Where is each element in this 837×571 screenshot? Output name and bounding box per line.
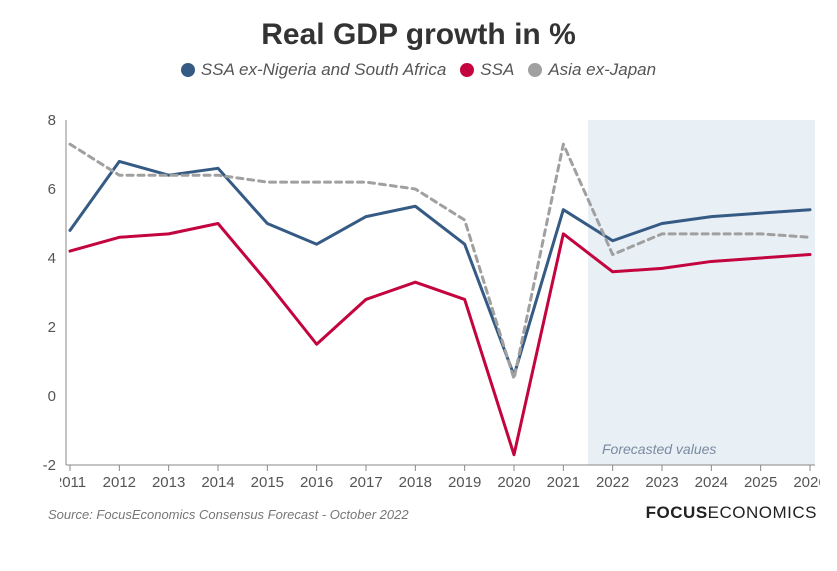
forecast-label: Forecasted values xyxy=(602,441,716,457)
x-tick-label: 2026 xyxy=(793,474,820,491)
legend-item: SSA xyxy=(460,60,514,80)
chart-container: Real GDP growth in % SSA ex-Nigeria and … xyxy=(0,0,837,571)
x-tick-label: 2022 xyxy=(596,474,629,491)
x-tick-label: 2013 xyxy=(152,474,185,491)
legend-label: SSA ex-Nigeria and South Africa xyxy=(201,60,446,80)
legend-label: SSA xyxy=(480,60,514,80)
brand-logo: FOCUSECONOMICS xyxy=(646,503,817,523)
y-tick-label: 2 xyxy=(32,319,56,336)
x-tick-label: 2019 xyxy=(448,474,481,491)
y-tick-label: -2 xyxy=(32,457,56,474)
x-tick-label: 2025 xyxy=(744,474,777,491)
x-tick-label: 2012 xyxy=(103,474,136,491)
chart-title: Real GDP growth in % xyxy=(0,0,837,52)
source-text: Source: FocusEconomics Consensus Forecas… xyxy=(48,507,409,522)
y-tick-label: 6 xyxy=(32,181,56,198)
x-tick-label: 2017 xyxy=(349,474,382,491)
y-tick-label: 4 xyxy=(32,250,56,267)
legend-dot-icon xyxy=(181,63,195,77)
brand-bold: FOCUS xyxy=(646,503,708,522)
x-tick-label: 2016 xyxy=(300,474,333,491)
legend-item: Asia ex-Japan xyxy=(528,60,656,80)
legend-dot-icon xyxy=(528,63,542,77)
x-tick-label: 2021 xyxy=(547,474,580,491)
x-tick-label: 2011 xyxy=(60,474,86,491)
legend-dot-icon xyxy=(460,63,474,77)
x-tick-label: 2015 xyxy=(251,474,284,491)
x-tick-label: 2024 xyxy=(695,474,728,491)
brand-rest: ECONOMICS xyxy=(708,503,817,522)
x-tick-label: 2023 xyxy=(645,474,678,491)
x-tick-label: 2018 xyxy=(399,474,432,491)
legend-label: Asia ex-Japan xyxy=(548,60,656,80)
line-chart: 2011 2012 2013 2014 2015 2016 2017 2018 2019 2020… xyxy=(60,115,820,525)
y-tick-label: 8 xyxy=(32,112,56,129)
legend: SSA ex-Nigeria and South Africa SSA Asia… xyxy=(0,60,837,80)
x-tick-label: 2020 xyxy=(497,474,530,491)
legend-item: SSA ex-Nigeria and South Africa xyxy=(181,60,446,80)
x-tick-label: 2014 xyxy=(201,474,234,491)
y-tick-label: 0 xyxy=(32,388,56,405)
